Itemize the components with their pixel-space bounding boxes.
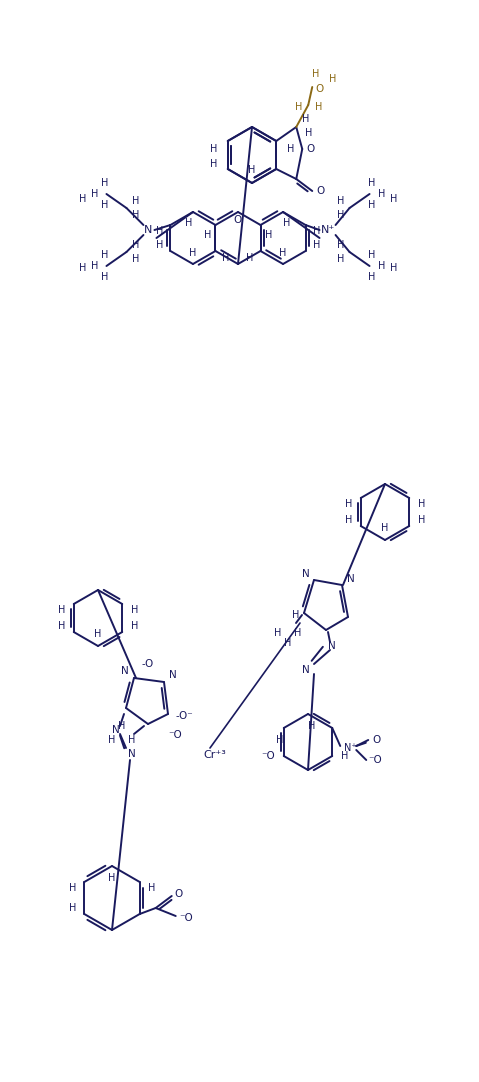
Text: H: H	[101, 250, 108, 260]
Text: H: H	[128, 735, 136, 745]
Text: H: H	[148, 883, 155, 893]
Text: H: H	[418, 499, 425, 509]
Text: H: H	[108, 735, 116, 745]
Text: H: H	[79, 263, 86, 273]
Text: H: H	[390, 194, 397, 204]
Text: ⁻O: ⁻O	[368, 755, 382, 765]
Text: H: H	[101, 272, 108, 282]
Text: H: H	[132, 196, 139, 206]
Text: H: H	[58, 605, 66, 615]
Text: H: H	[132, 240, 139, 250]
Text: H: H	[132, 210, 139, 220]
Text: H: H	[265, 230, 272, 240]
Text: H: H	[131, 605, 138, 615]
Text: N: N	[328, 641, 336, 651]
Text: -O⁻: -O⁻	[175, 711, 193, 721]
Text: H: H	[302, 114, 309, 124]
Text: H: H	[276, 735, 284, 745]
Text: H: H	[368, 200, 375, 210]
Text: N: N	[302, 665, 310, 675]
Text: H: H	[390, 263, 397, 273]
Text: O: O	[174, 889, 183, 899]
Text: H: H	[108, 873, 116, 883]
Text: H: H	[315, 102, 322, 113]
Text: H: H	[248, 164, 256, 175]
Text: H: H	[329, 74, 336, 84]
Text: H: H	[292, 610, 300, 620]
Text: H: H	[68, 883, 76, 893]
Text: H: H	[156, 226, 163, 236]
Text: H: H	[285, 638, 292, 648]
Text: H: H	[91, 189, 98, 199]
Text: H: H	[210, 159, 217, 169]
Text: N: N	[128, 749, 136, 758]
Text: O: O	[306, 144, 314, 154]
Text: H: H	[381, 523, 388, 533]
Text: H: H	[341, 751, 348, 761]
Text: -O: -O	[142, 659, 154, 669]
Text: H: H	[118, 721, 125, 731]
Text: H: H	[313, 240, 320, 250]
Text: H: H	[337, 196, 344, 206]
Text: H: H	[294, 628, 302, 638]
Text: H: H	[295, 102, 302, 113]
Text: H: H	[378, 189, 385, 199]
Text: H: H	[305, 128, 312, 138]
Text: H: H	[337, 254, 344, 264]
Text: H: H	[286, 144, 294, 154]
Text: N: N	[302, 569, 310, 579]
Text: ⁻O: ⁻O	[179, 913, 193, 923]
Text: H: H	[101, 200, 108, 210]
Text: H: H	[189, 248, 197, 258]
Text: H: H	[246, 253, 254, 263]
Text: H: H	[368, 250, 375, 260]
Text: H: H	[337, 210, 344, 220]
Text: H: H	[58, 621, 66, 631]
Text: H: H	[345, 499, 353, 509]
Text: H: H	[368, 179, 375, 188]
Text: H: H	[368, 272, 375, 282]
Text: H: H	[418, 515, 425, 525]
Text: Cr⁺³: Cr⁺³	[204, 750, 227, 760]
Text: H: H	[274, 628, 282, 638]
Text: O: O	[316, 186, 324, 196]
Text: H: H	[279, 248, 287, 258]
Text: H: H	[210, 144, 217, 154]
Text: O: O	[234, 215, 242, 225]
Text: H: H	[132, 254, 139, 264]
Text: N⁺: N⁺	[320, 225, 335, 235]
Text: N: N	[144, 225, 153, 235]
Text: ⁻O: ⁻O	[261, 751, 274, 761]
Text: H: H	[101, 179, 108, 188]
Text: O: O	[315, 84, 323, 94]
Text: H: H	[222, 253, 230, 263]
Text: N: N	[347, 573, 355, 584]
Text: N: N	[121, 667, 129, 676]
Text: H: H	[308, 721, 316, 731]
Text: H: H	[131, 621, 138, 631]
Text: H: H	[378, 261, 385, 270]
Text: H: H	[311, 69, 319, 79]
Text: H: H	[79, 194, 86, 204]
Text: N⁺: N⁺	[344, 743, 356, 753]
Text: H: H	[68, 903, 76, 913]
Text: H: H	[94, 629, 102, 639]
Text: H: H	[284, 217, 291, 228]
Text: H: H	[156, 240, 163, 250]
Text: N: N	[112, 725, 120, 735]
Text: H: H	[337, 240, 344, 250]
Text: H: H	[91, 261, 98, 270]
Text: ⁻O: ⁻O	[168, 730, 182, 740]
Text: H: H	[345, 515, 353, 525]
Text: O: O	[372, 735, 380, 745]
Text: H: H	[185, 217, 193, 228]
Text: H: H	[313, 226, 320, 236]
Text: H: H	[204, 230, 211, 240]
Text: N: N	[169, 670, 177, 679]
